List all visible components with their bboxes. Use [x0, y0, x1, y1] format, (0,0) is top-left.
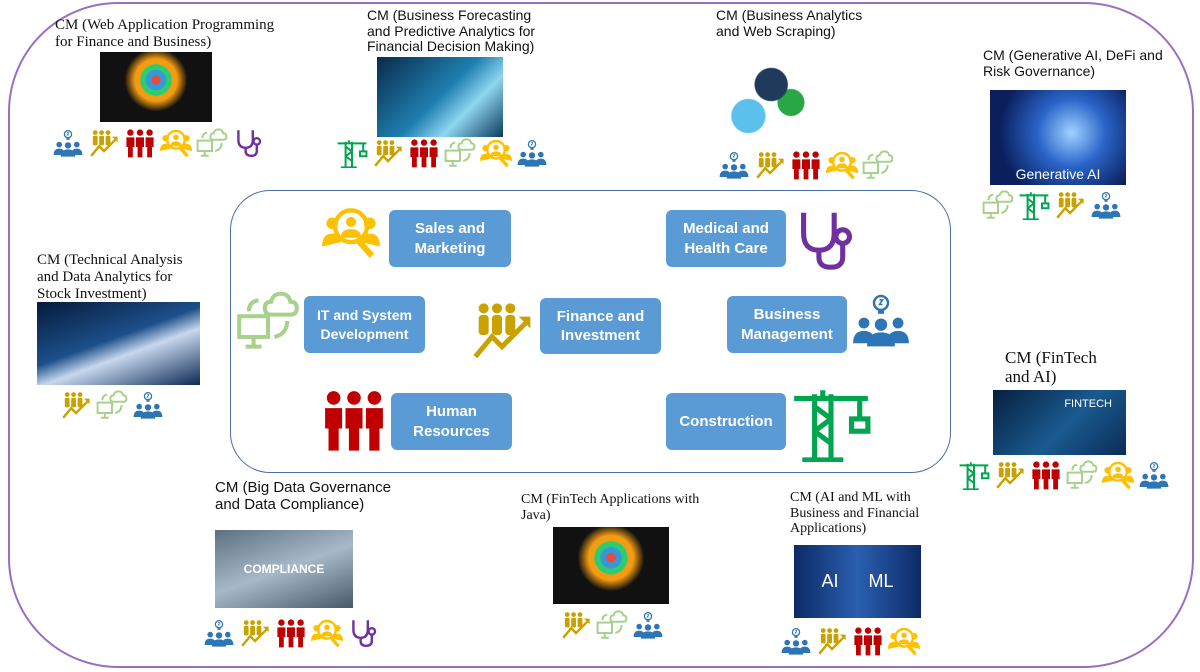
finance-growth-icon	[816, 626, 848, 656]
monitor-cloud-icon	[96, 390, 128, 420]
finance-growth-icon	[560, 610, 592, 640]
module-image: AI ML	[794, 545, 921, 618]
sales-icon	[888, 626, 920, 656]
sales-icon	[160, 128, 192, 158]
team-idea-icon	[850, 290, 912, 350]
sales-icon	[826, 150, 858, 180]
people-icon	[1030, 460, 1062, 490]
team-idea-icon	[1138, 460, 1170, 490]
sales-icon	[316, 206, 386, 258]
monitor-cloud-icon	[982, 190, 1014, 220]
finance-growth-icon	[468, 300, 536, 360]
stethoscope-icon	[232, 128, 264, 158]
monitor-cloud-icon	[596, 610, 628, 640]
team-idea-icon	[52, 128, 84, 158]
sales-icon	[311, 618, 343, 648]
team-idea-icon	[132, 390, 164, 420]
module-image: Generative AI	[990, 90, 1126, 185]
people-icon	[124, 128, 156, 158]
people-icon	[852, 626, 884, 656]
crane-icon	[1018, 190, 1050, 220]
finance-growth-icon	[754, 150, 786, 180]
finance-growth-icon	[239, 618, 271, 648]
module-image	[718, 53, 870, 143]
sector-icon-row	[982, 190, 1122, 220]
module-image: COMPLIANCE	[215, 530, 353, 608]
crane-icon	[958, 460, 990, 490]
module-image	[37, 302, 200, 385]
stethoscope-icon	[790, 205, 858, 275]
module-title: CM (Business Analytics and Web Scraping)	[716, 7, 863, 39]
people-icon	[408, 138, 440, 168]
team-idea-icon	[780, 626, 812, 656]
monitor-cloud-icon	[236, 288, 300, 354]
sector-icon-row	[560, 610, 664, 640]
people-icon	[790, 150, 822, 180]
sector-icon-row	[60, 390, 164, 420]
sector-icon-row	[52, 128, 264, 158]
finance-growth-icon	[994, 460, 1026, 490]
people-icon	[320, 388, 388, 452]
sector-icon-row	[958, 460, 1170, 490]
outer-border	[8, 2, 1194, 668]
module-title: CM (Generative AI, DeFi and Risk Governa…	[983, 47, 1163, 79]
crane-icon	[790, 384, 872, 462]
stethoscope-icon	[347, 618, 379, 648]
team-idea-icon	[203, 618, 235, 648]
sector-sales-and-marketing: Sales and Marketing	[389, 210, 511, 267]
sector-medical-and-health-care: Medical and Health Care	[666, 210, 786, 267]
monitor-cloud-icon	[1066, 460, 1098, 490]
module-image: FINTECH	[993, 390, 1126, 455]
finance-growth-icon	[60, 390, 92, 420]
sector-it-and-system-development: IT and System Development	[304, 296, 425, 353]
sector-finance-and-investment: Finance and Investment	[540, 298, 661, 354]
monitor-cloud-icon	[444, 138, 476, 168]
sector-human-resources: Human Resources	[391, 393, 512, 450]
finance-growth-icon	[372, 138, 404, 168]
module-image	[377, 57, 503, 137]
module-title: CM (AI and ML with Business and Financia…	[790, 490, 920, 537]
module-title: CM (Big Data Governance and Data Complia…	[215, 479, 391, 513]
monitor-cloud-icon	[862, 150, 894, 180]
crane-icon	[336, 138, 368, 168]
team-idea-icon	[632, 610, 664, 640]
monitor-cloud-icon	[196, 128, 228, 158]
module-image	[100, 52, 212, 122]
sector-construction: Construction	[666, 393, 786, 450]
module-title: CM (Business Forecasting and Predictive …	[367, 7, 536, 55]
sales-icon	[1102, 460, 1134, 490]
sector-business-management: Business Management	[727, 296, 847, 353]
module-title: CM (FinTech and AI)	[1005, 348, 1097, 387]
finance-growth-icon	[1054, 190, 1086, 220]
team-idea-icon	[718, 150, 750, 180]
module-title: CM (FinTech Applications with Java)	[521, 492, 700, 523]
people-icon	[275, 618, 307, 648]
sector-icon-row	[780, 626, 920, 656]
team-idea-icon	[1090, 190, 1122, 220]
sales-icon	[480, 138, 512, 168]
team-idea-icon	[516, 138, 548, 168]
sector-hub	[230, 190, 951, 473]
finance-growth-icon	[88, 128, 120, 158]
module-image	[553, 527, 669, 604]
module-title: CM (Web Application Programming for Fina…	[55, 17, 275, 50]
sector-icon-row	[203, 618, 379, 648]
sector-icon-row	[718, 150, 894, 180]
module-title: CM (Technical Analysis and Data Analytic…	[37, 252, 183, 302]
sector-icon-row	[336, 138, 548, 168]
